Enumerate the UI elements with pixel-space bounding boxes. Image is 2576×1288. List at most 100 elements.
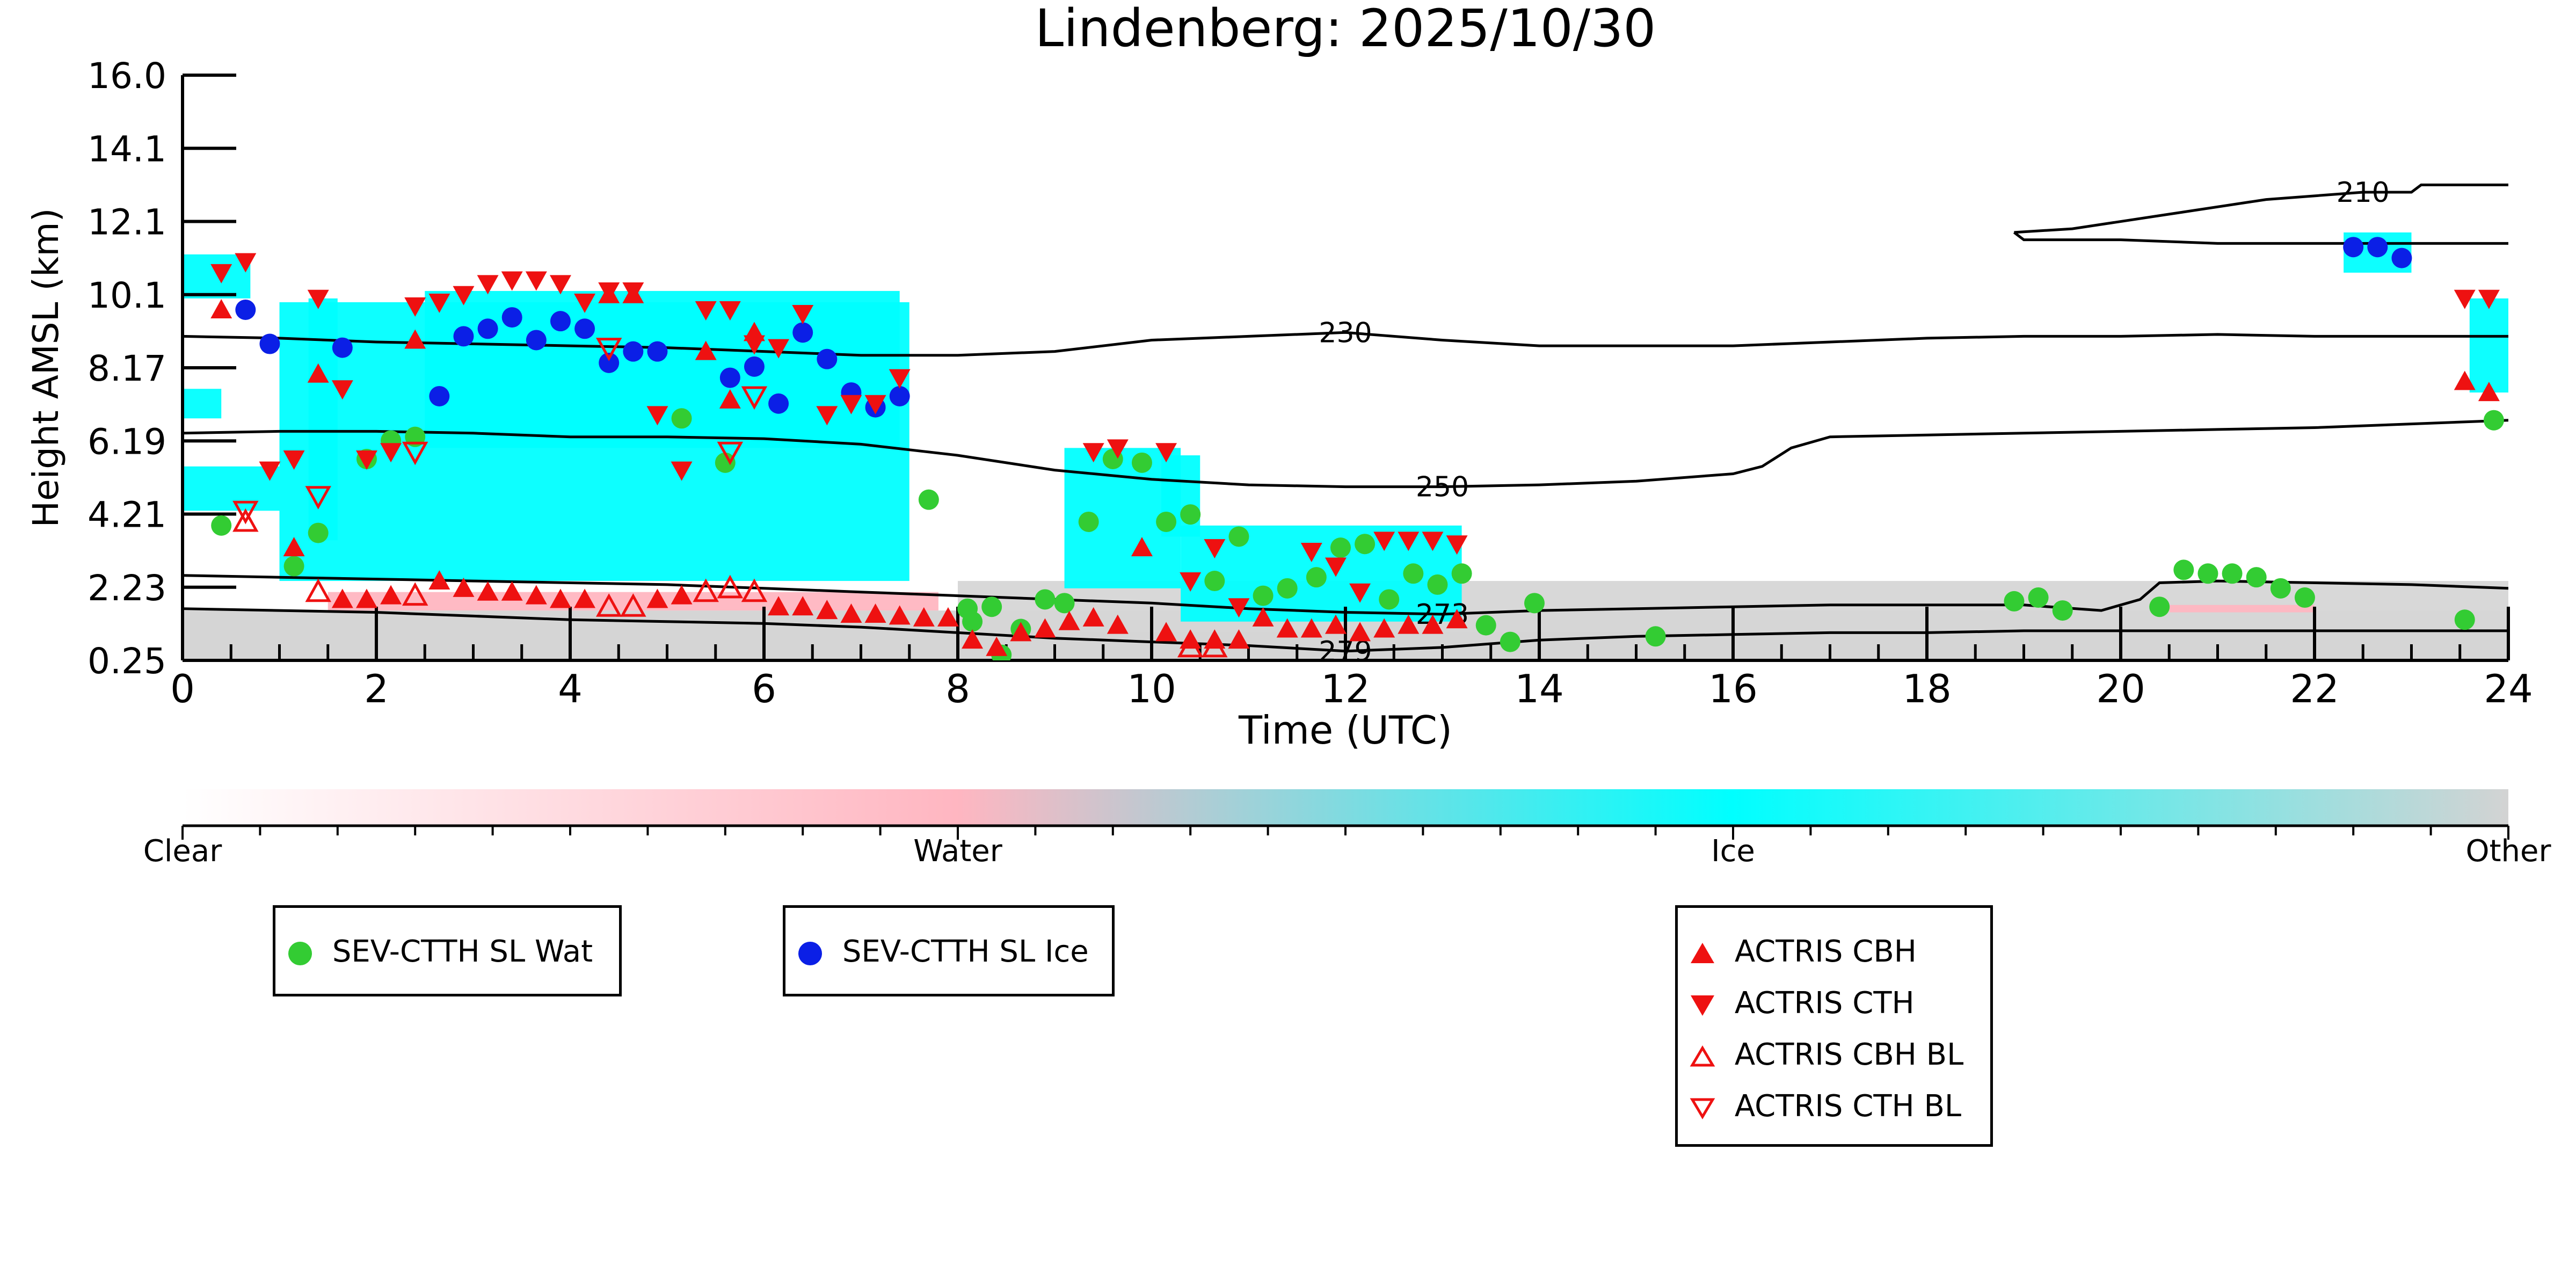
data-point [2343, 237, 2364, 258]
triangle-down-outline-icon [1690, 1098, 1715, 1119]
data-point [501, 271, 523, 291]
data-point [864, 603, 886, 623]
data-point [2454, 289, 2476, 309]
data-point [305, 578, 331, 602]
data-point [331, 588, 353, 608]
data-point [307, 289, 329, 309]
data-point [1475, 615, 1496, 636]
circle-icon [798, 941, 822, 965]
data-point [1034, 618, 1056, 638]
data-point [622, 282, 644, 302]
legend-label: ACTRIS CTH BL [1734, 1089, 1962, 1124]
data-point [1276, 618, 1298, 638]
legend-entry: ACTRIS CTH [1687, 988, 1915, 1020]
data-point [235, 253, 257, 273]
data-point [2478, 289, 2500, 309]
x-tick-label: 4 [558, 666, 583, 711]
y-axis-ticks: 0.25 2.23 4.21 6.19 8.17 10.1 12.1 14.1 16.0 [88, 55, 236, 682]
data-point [2454, 370, 2476, 390]
data-point [574, 318, 595, 339]
data-point [211, 515, 232, 536]
data-point [1228, 598, 1250, 618]
data-point [2367, 237, 2388, 258]
data-point [380, 585, 402, 605]
x-tick-label: 6 [752, 666, 776, 711]
data-point [889, 605, 911, 625]
data-point [1403, 563, 1424, 584]
data-point [283, 537, 305, 557]
data-point [477, 581, 499, 601]
data-point [1379, 589, 1400, 610]
cloud-region [183, 389, 222, 419]
data-point [1180, 572, 1202, 592]
data-point [595, 338, 622, 361]
cloud-region [183, 254, 251, 299]
data-point [477, 275, 499, 295]
data-point [741, 578, 768, 602]
y-tick-label: 10.1 [88, 275, 166, 316]
data-point [1325, 614, 1347, 634]
data-point [1156, 511, 1177, 532]
x-tick-label: 0 [170, 666, 195, 711]
data-point [1155, 622, 1177, 642]
data-point [429, 385, 450, 406]
data-point [646, 588, 668, 608]
data-point [1373, 532, 1395, 551]
data-point [717, 441, 744, 465]
data-point [574, 588, 596, 608]
contour-line [183, 574, 2508, 616]
legend-entry: SEV-CTTH SL Ice [795, 937, 1089, 969]
legend-label: SEV-CTTH SL Wat [332, 934, 593, 969]
data-point [453, 326, 474, 347]
data-point [646, 406, 668, 426]
data-point [232, 500, 259, 525]
data-point [719, 367, 740, 388]
legend-label: ACTRIS CTH [1734, 986, 1915, 1021]
data-point [1204, 539, 1226, 559]
data-point [717, 574, 744, 599]
data-point [693, 578, 719, 602]
data-point [1422, 614, 1444, 634]
data-point [2294, 587, 2315, 608]
y-axis-label: Height AMSL (km) [25, 208, 67, 528]
cloud-region [183, 466, 280, 511]
data-point [259, 461, 281, 481]
data-point [1446, 609, 1468, 629]
data-point [305, 486, 331, 510]
data-point [1349, 622, 1371, 642]
data-point [501, 307, 522, 328]
series-markers [210, 237, 2504, 660]
data-point [1500, 631, 1520, 652]
colorbar-ticks: Clear Water Ice Other [143, 826, 2551, 869]
data-point [380, 443, 402, 463]
data-point [428, 570, 450, 590]
data-point [719, 389, 741, 409]
data-point [598, 282, 620, 302]
data-point [402, 582, 428, 606]
data-point [2478, 382, 2500, 402]
data-point [743, 335, 765, 355]
data-point [1355, 534, 1376, 555]
data-point [1078, 511, 1099, 532]
data-point [671, 461, 693, 481]
legend-ice: SEV-CTTH SL Ice [783, 905, 1115, 996]
data-point [2483, 410, 2504, 431]
contour-line [183, 331, 2508, 357]
data-point [1373, 618, 1395, 638]
data-point [1349, 583, 1371, 603]
data-point [864, 395, 886, 414]
data-point [210, 264, 232, 283]
data-point [695, 340, 717, 360]
data-point [2149, 596, 2170, 617]
data-point [1054, 593, 1075, 614]
data-point [307, 363, 329, 383]
data-point [404, 329, 426, 349]
data-point [232, 508, 259, 532]
data-point [1325, 557, 1347, 577]
circle-icon [288, 941, 312, 965]
data-point [1252, 607, 1274, 627]
data-point [599, 352, 620, 373]
data-point [2052, 600, 2073, 621]
data-point [525, 271, 547, 291]
chart-title: Lindenberg: 2025/10/30 [1035, 0, 1656, 59]
